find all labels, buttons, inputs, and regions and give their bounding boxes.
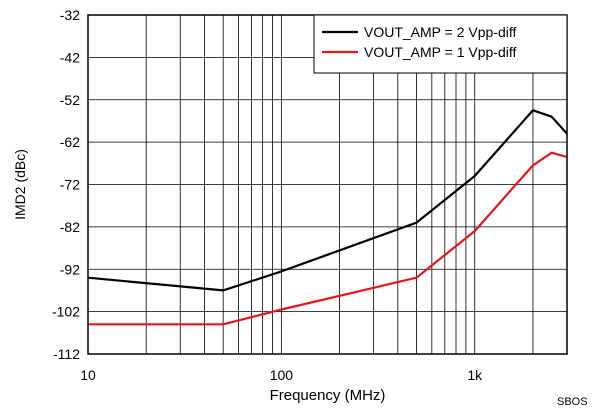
series-line-2 (88, 151, 568, 326)
x-tick-label: 100 (270, 367, 294, 383)
series-line-1 (87, 109, 568, 292)
footer-code: SBOS (557, 396, 588, 408)
y-axis-ticks: -32 -42 -52 -62 -72 -82 -92 -102 -112 (52, 7, 80, 362)
grid (87, 14, 568, 355)
x-tick-label: 1k (467, 367, 483, 383)
y-tick-label: -112 (53, 346, 80, 362)
x-axis-ticks: 10 100 1k (80, 367, 483, 383)
y-axis-label: IMD2 (dBc) (12, 149, 28, 220)
series-layer (87, 109, 568, 326)
x-axis-label: Frequency (MHz) (270, 387, 386, 404)
legend-label-2: VOUT_AMP = 1 Vpp-diff (364, 44, 516, 60)
y-tick-label: -102 (52, 304, 80, 320)
y-tick-label: -42 (60, 49, 80, 65)
y-tick-label: -82 (60, 219, 80, 235)
x-tick-label: 10 (80, 367, 96, 383)
y-tick-label: -32 (60, 7, 80, 23)
y-tick-label: -62 (60, 134, 80, 150)
legend: VOUT_AMP = 2 Vpp-diff VOUT_AMP = 1 Vpp-di… (313, 14, 568, 74)
legend-box (313, 14, 568, 74)
y-tick-label: -92 (60, 261, 80, 277)
y-tick-label: -52 (60, 92, 80, 108)
y-tick-label: -72 (60, 177, 80, 193)
legend-label-1: VOUT_AMP = 2 Vpp-diff (364, 24, 516, 40)
